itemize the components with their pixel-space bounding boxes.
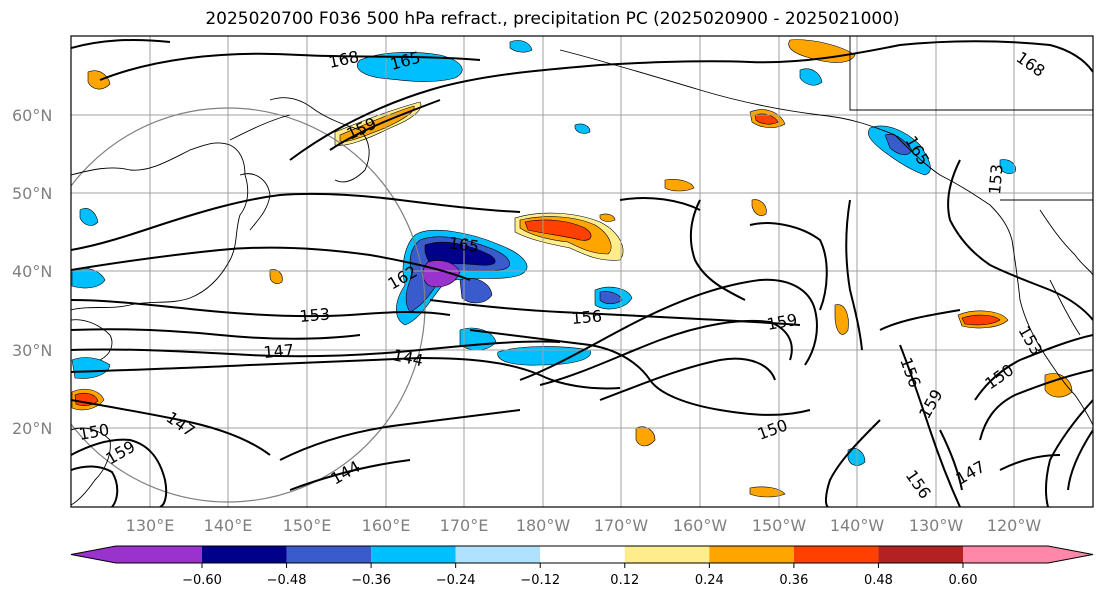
coastlines xyxy=(71,36,1093,506)
colorbar-segment xyxy=(963,546,1093,563)
contour-label: 156 xyxy=(571,306,603,328)
lon-label: 120°W xyxy=(987,516,1042,535)
contour-label: 153 xyxy=(299,304,331,326)
refractivity-contours xyxy=(71,39,1093,507)
lon-label: 180°W xyxy=(516,516,571,535)
lon-label: 160°W xyxy=(673,516,728,535)
contour-label: 153 xyxy=(985,163,1007,195)
colorbar-segment xyxy=(793,546,879,563)
colorbar-tick-label: 0.12 xyxy=(610,573,639,588)
longitude-labels: 130°E 140°E 150°E 160°E 170°E 180°W 170°… xyxy=(126,516,1042,535)
lon-label: 170°W xyxy=(594,516,649,535)
lon-label: 150°W xyxy=(752,516,807,535)
lat-label: 30°N xyxy=(12,341,52,360)
lon-label: 170°E xyxy=(440,516,489,535)
lon-label: 140°W xyxy=(830,516,885,535)
latitude-labels: 60°N 50°N 40°N 30°N 20°N xyxy=(12,106,52,438)
colorbar-segment xyxy=(455,546,541,563)
colorbar: −0.60 −0.48 −0.36 −0.24 −0.12 0.12 0.24 0.36 0.4… xyxy=(70,545,1094,588)
colorbar-segment xyxy=(709,546,794,563)
lat-label: 50°N xyxy=(12,184,52,203)
lon-label: 150°E xyxy=(283,516,332,535)
colorbar-tick-label: 0.60 xyxy=(949,573,978,588)
colorbar-tick-label: −0.24 xyxy=(436,573,476,588)
colorbar-segment xyxy=(624,546,710,563)
lat-label: 40°N xyxy=(12,262,52,281)
contour-label: 165 xyxy=(447,233,480,256)
precip-shading xyxy=(71,39,1073,498)
colorbar-tick-label: −0.12 xyxy=(520,573,560,588)
colorbar-tick-label: −0.36 xyxy=(351,573,391,588)
colorbar-segment xyxy=(286,546,372,563)
contour-label: 147 xyxy=(263,340,295,362)
colorbar-outline xyxy=(70,545,1094,564)
colorbar-segment xyxy=(878,546,963,563)
colorbar-tick-label: 0.36 xyxy=(779,573,808,588)
range-circle xyxy=(71,107,426,503)
colorbar-tick-label: −0.48 xyxy=(267,573,307,588)
lat-label: 60°N xyxy=(12,106,52,125)
colorbar-tick-label: 0.48 xyxy=(864,573,893,588)
map-title: 2025020700 F036 500 hPa refract., precip… xyxy=(205,9,900,29)
map-plot-area: 168 165 159 165 162 153 156 159 147 144 … xyxy=(71,36,1093,507)
lat-label: 20°N xyxy=(12,419,52,438)
colorbar-segment xyxy=(71,546,202,563)
colorbar-segment xyxy=(202,546,287,563)
lon-label: 160°E xyxy=(362,516,411,535)
lon-label: 130°E xyxy=(126,516,175,535)
colorbar-tick-label: −0.60 xyxy=(182,573,222,588)
colorbar-tick-label: 0.24 xyxy=(695,573,724,588)
colorbar-segment xyxy=(540,546,625,563)
lon-label: 140°E xyxy=(204,516,253,535)
plot-frame xyxy=(70,35,1094,508)
lon-label: 130°W xyxy=(909,516,964,535)
colorbar-segment xyxy=(371,546,456,563)
graticule xyxy=(71,36,1093,507)
